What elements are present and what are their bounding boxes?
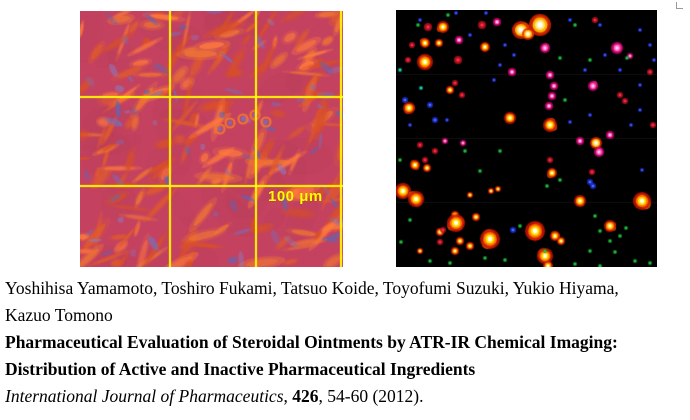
corner-artifact-mark	[676, 2, 683, 9]
authors-line-2: Kazuo Tomono	[5, 305, 113, 325]
journal-name: International Journal of Pharmaceutics	[5, 386, 284, 406]
journal-volume: 426	[292, 386, 319, 406]
atr-ir-chemical-image-right-panel	[396, 10, 657, 267]
paper-title-line-1: Pharmaceutical Evaluation of Steroidal O…	[5, 332, 618, 352]
journal-separator: ,	[283, 386, 293, 406]
scale-bar-label: 100 μm	[268, 188, 323, 205]
microscopy-image-left-panel	[80, 11, 343, 267]
authors-line-1: Yoshihisa Yamamoto, Toshiro Fukami, Tats…	[5, 278, 619, 298]
citation-block: Yoshihisa Yamamoto, Toshiro Fukami, Tats…	[5, 275, 689, 410]
journal-pages-year: , 54-60 (2012).	[318, 386, 424, 406]
paper-title-line-2: Distribution of Active and Inactive Phar…	[5, 359, 476, 379]
journal-reference-line: International Journal of Pharmaceutics , …	[5, 383, 689, 410]
